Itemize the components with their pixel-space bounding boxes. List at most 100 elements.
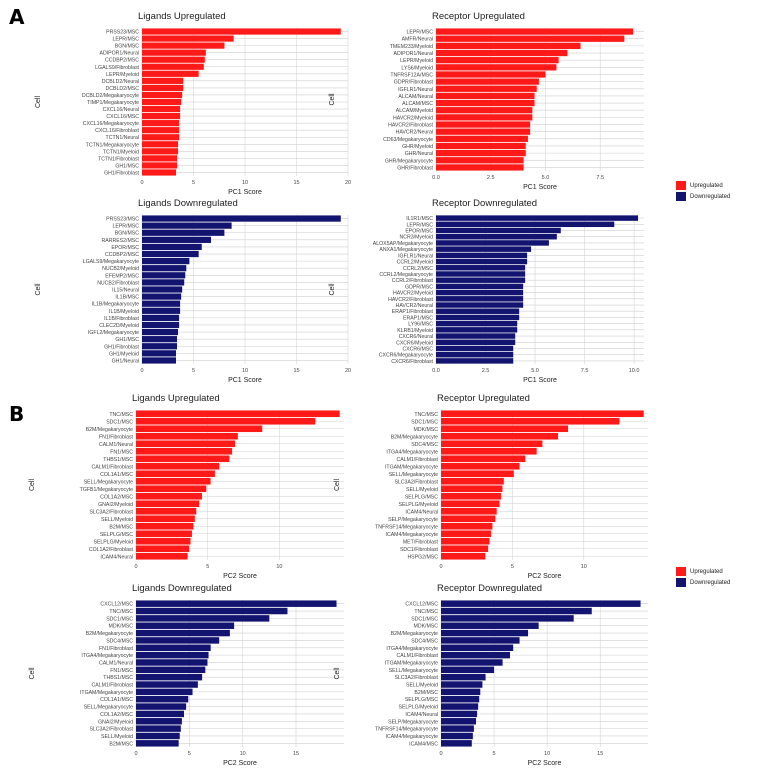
y-tick-label: TMEM233/Myeloid [390,44,433,50]
chart-title: Receptor Downregulated [432,198,537,209]
bar-tnfrsf12a-msc [436,71,546,78]
bar-havcr2-neural [436,302,524,308]
y-tick-label: SELPLG/Myeloid [93,539,133,545]
bar-selplg-myeloid [136,537,191,545]
y-tick-label: IL15/Neural [112,288,139,294]
bar-mdk-msc [441,622,539,629]
bar-gh1-fibroblast [142,343,178,350]
bar-igflr1-neural [436,252,528,259]
y-tick-label: NUCB2/Myeloid [102,266,139,272]
y-tick-label: CALM1/Fibroblast [91,464,133,470]
y-tick-label: DCBLD2/Megakaryocyte [82,93,139,99]
bar-prss23-msc [142,215,341,222]
y-tick-label: ICAM4/MSC [409,741,438,747]
y-tick-label: IL1B/Megakaryocyte [92,302,139,308]
y-tick-label: ANXA1/Megakaryocyte [379,247,433,253]
legend-swatch-upregulated [676,181,686,190]
y-tick-label: COL1A1/MSC [100,697,133,703]
y-tick-label: TCTN1/Neural [106,135,139,141]
bar-b2m-msc [136,522,194,530]
y-tick-label: THBS1/MSC [103,675,133,681]
x-axis-label: PC2 Score [223,760,257,767]
bar-calm1-fibroblast [441,651,510,659]
bar-selp-megakaryocyte [441,718,477,725]
bar-itgam-megakaryocyte [441,659,503,666]
y-tick-label: PRSS23/MSC [106,217,139,223]
y-tick-label: SDC1/MSC [411,616,438,622]
bar-icam4-neural [136,552,188,560]
y-tick-label: CXCR6/Myeloid [396,340,433,346]
y-tick-label: ITGAM/Megakaryocyte [80,690,133,696]
y-tick-label: CCRL2/Fibroblast [392,278,434,284]
bar-tctn1-fibroblast [142,155,178,162]
bar-sell-megakaryocyte [441,666,495,674]
y-tick-label: B2M/MSC [109,524,133,530]
bar-gnai2-myeloid [136,718,182,725]
y-tick-label: ERAP1/Fibroblast [392,309,434,315]
y-tick-label: LEPR/MSC [406,30,433,36]
y-axis-label: Cell [35,283,42,296]
y-tick-label: ICAM4/Neural [405,712,438,718]
y-tick-label: FN1/MSC [110,668,133,674]
y-tick-label: FN1/Fibroblast [99,646,134,652]
y-tick-label: IGFLR1/Neural [398,87,433,93]
y-tick-label: SDC4/MSC [411,638,438,644]
bar-b2m-msc [441,688,481,696]
bar-icam4-megakaryocyte [441,732,473,740]
y-tick-label: SELL/Megakaryocyte [389,472,438,478]
bar-cxcl16-neural [142,105,181,113]
bar-ccrl2-myeloid [436,258,528,265]
y-tick-label: CXCR6/Fibroblast [391,359,433,365]
y-tick-label: MDK/MSC [109,624,134,630]
bar-hspg2-msc [441,552,486,560]
bar-ccrl2-megakaryocyte [436,271,526,277]
y-tick-label: SDC4/MSC [411,442,438,448]
y-tick-label: DCBLD2/MSC [106,86,140,92]
bar-sell-megakaryocyte [441,470,514,478]
bar-lepr-msc [142,222,232,229]
bar-itga4-megakaryocyte [441,447,537,455]
y-tick-label: FN1/Fibroblast [99,434,134,440]
x-tick-label: 5 [206,564,209,570]
bar-klrb1-myeloid [436,327,518,333]
y-tick-label: MDK/MSC [414,624,439,630]
y-tick-label: LGALS9/Fibroblast [95,65,139,71]
y-tick-label: GDPR/Fibroblast [394,80,434,86]
y-tick-label: IL1B/MSC [115,295,139,301]
y-tick-label: ERAP1/MSC [403,315,433,321]
y-tick-label: SDC1/MSC [106,616,133,622]
y-tick-label: CXCL16/Fibroblast [95,128,139,134]
y-tick-label: MDK/MSC [414,427,439,433]
bar-cxcr6-fibroblast [436,358,514,364]
y-tick-label: SDC4/MSC [106,638,133,644]
bar-havcr2-fibroblast [436,296,524,302]
y-tick-label: CCDBP2/MSC [105,58,139,64]
y-tick-label: COL1A2/MSC [100,712,133,718]
y-axis-label: Cell [334,479,341,492]
y-tick-label: CD63/Megakaryocyte [383,137,433,143]
y-tick-label: CCRL2/MSC [403,266,433,272]
bar-dcbld2-msc [142,84,184,92]
x-tick-label: 0 [134,564,137,570]
bar-cxcr6-neural [436,333,516,339]
bar-icam4-neural [441,710,478,718]
bar-havcr2-myeloid [436,114,533,121]
bar-cxcr6-megakaryocyte [436,351,514,358]
y-axis-label: Cell [29,479,36,492]
bar-icam4-megakaryocyte [441,530,491,538]
bar-tnc-msc [441,410,644,418]
y-tick-label: GH1/Neural [112,358,139,364]
bar-cxcl12-msc [136,600,337,607]
x-tick-label: 10 [242,180,248,186]
y-tick-label: NCR3/Myeloid [400,235,434,241]
x-tick-label: 7.5 [581,368,589,374]
bar-thbs1-msc [136,673,203,681]
y-tick-label: NUCB2/Fibroblast [97,280,139,286]
y-tick-label: SELL/Myeloid [406,487,438,493]
y-tick-label: LEPR/MSC [112,37,139,43]
bar-efemp2-msc [142,272,186,279]
y-tick-label: SLC3A2/Fibroblast [394,479,438,485]
x-tick-label: 5 [493,751,496,757]
bar-gh1-neural [142,357,176,364]
